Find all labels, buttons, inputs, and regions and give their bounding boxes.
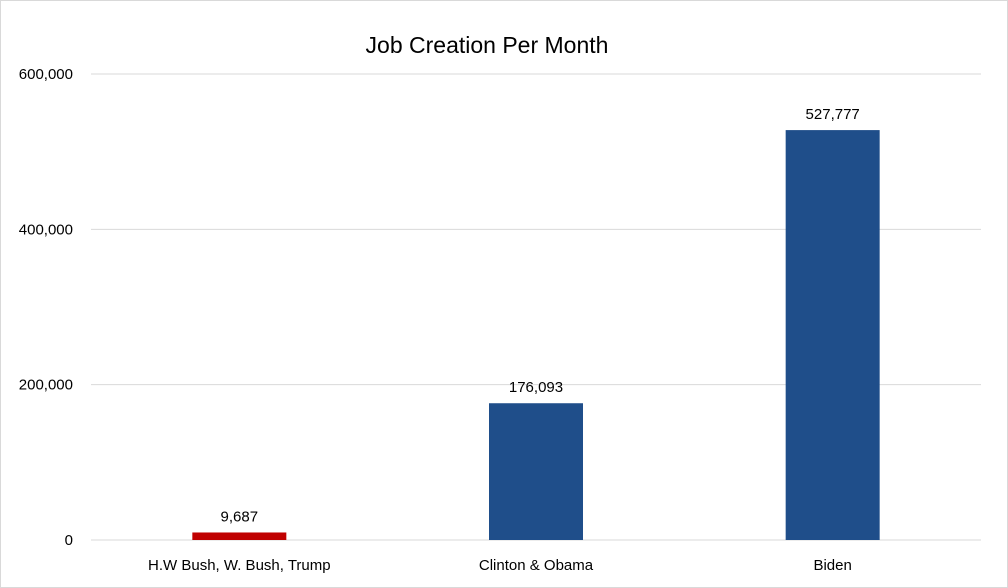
bar bbox=[785, 130, 880, 540]
chart-title: Job Creation Per Month bbox=[366, 32, 609, 58]
bar bbox=[192, 532, 287, 540]
y-tick-label: 600,000 bbox=[19, 66, 73, 83]
y-tick-label: 200,000 bbox=[19, 377, 73, 394]
category-label: Clinton & Obama bbox=[479, 557, 594, 574]
data-label: 176,093 bbox=[509, 379, 563, 396]
bar bbox=[489, 403, 583, 540]
data-labels: 9,687 176,093 527,777 bbox=[221, 106, 860, 525]
y-tick-label: 0 bbox=[65, 532, 73, 549]
data-label: 527,777 bbox=[806, 106, 860, 123]
category-label: Biden bbox=[813, 557, 851, 574]
category-label: H.W Bush, W. Bush, Trump bbox=[148, 557, 331, 574]
x-axis-category-labels: H.W Bush, W. Bush, Trump Clinton & Obama B… bbox=[148, 557, 852, 574]
y-axis-tick-labels: 0 200,000 400,000 600,000 bbox=[19, 66, 73, 549]
bars bbox=[192, 130, 880, 540]
y-tick-label: 400,000 bbox=[19, 221, 73, 238]
data-label: 9,687 bbox=[221, 508, 259, 525]
